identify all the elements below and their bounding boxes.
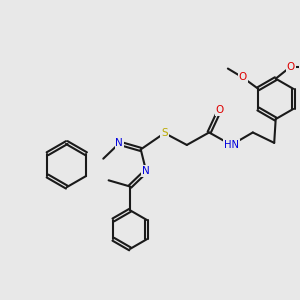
Text: S: S — [161, 128, 168, 138]
Text: O: O — [215, 105, 223, 115]
Text: O: O — [238, 73, 247, 82]
Text: O: O — [286, 62, 295, 72]
Text: HN: HN — [224, 140, 239, 150]
Text: N: N — [142, 166, 150, 176]
Text: N: N — [116, 138, 123, 148]
